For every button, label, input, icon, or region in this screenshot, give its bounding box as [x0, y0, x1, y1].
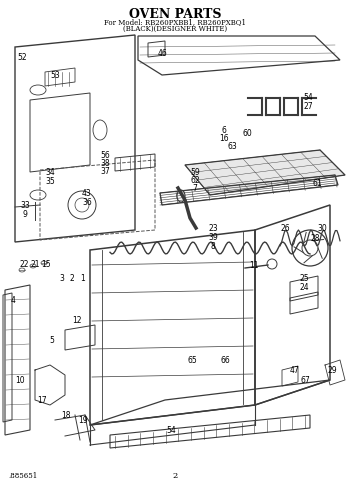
Text: 21: 21 — [30, 260, 40, 268]
Text: 28: 28 — [310, 233, 320, 243]
Text: 22: 22 — [19, 260, 29, 268]
Text: 16: 16 — [219, 134, 229, 142]
Text: 56: 56 — [100, 151, 110, 159]
Text: 25: 25 — [299, 274, 309, 282]
Text: 2: 2 — [70, 274, 74, 282]
Text: 47: 47 — [290, 365, 300, 375]
Text: 36: 36 — [82, 197, 92, 207]
Text: 23: 23 — [208, 224, 218, 232]
Text: 8: 8 — [211, 242, 215, 250]
Text: 26: 26 — [280, 224, 290, 232]
Text: 54: 54 — [166, 426, 176, 434]
Text: 12: 12 — [72, 315, 82, 325]
Text: 27: 27 — [303, 102, 313, 110]
Text: 38: 38 — [100, 158, 110, 168]
Text: .885651: .885651 — [8, 472, 37, 480]
Text: 6: 6 — [222, 125, 226, 135]
Text: 24: 24 — [299, 282, 309, 292]
Text: 30: 30 — [317, 224, 327, 232]
Text: 10: 10 — [15, 376, 25, 384]
Text: 61: 61 — [312, 178, 322, 188]
Text: 46: 46 — [157, 50, 167, 58]
Text: 34: 34 — [45, 168, 55, 176]
Text: 43: 43 — [82, 189, 92, 197]
Text: 33: 33 — [20, 201, 30, 209]
Text: For Model: RB260PXBB1, RB260PXBQ1: For Model: RB260PXBB1, RB260PXBQ1 — [104, 18, 246, 26]
Text: 18: 18 — [61, 411, 71, 419]
Text: 5: 5 — [50, 335, 55, 345]
Text: 4: 4 — [10, 295, 15, 305]
Text: 35: 35 — [45, 176, 55, 186]
Text: 67: 67 — [300, 376, 310, 384]
Text: OVEN PARTS: OVEN PARTS — [129, 8, 221, 21]
Text: 54: 54 — [303, 92, 313, 102]
Text: 62: 62 — [190, 175, 200, 185]
Text: 66: 66 — [220, 355, 230, 364]
Text: 60: 60 — [242, 128, 252, 138]
Text: 15: 15 — [41, 260, 51, 268]
Text: 29: 29 — [327, 365, 337, 375]
Polygon shape — [185, 150, 345, 195]
Text: 52: 52 — [17, 52, 27, 62]
Text: 2: 2 — [172, 472, 177, 480]
Text: 9: 9 — [22, 209, 27, 219]
Text: 11: 11 — [249, 260, 259, 270]
Text: 63: 63 — [227, 141, 237, 151]
Text: 39: 39 — [208, 232, 218, 242]
Text: 7: 7 — [193, 184, 197, 192]
Text: 1: 1 — [80, 274, 85, 282]
Text: 37: 37 — [100, 167, 110, 175]
Text: (BLACK)(DESIGNER WHITE): (BLACK)(DESIGNER WHITE) — [123, 25, 227, 33]
Text: 3: 3 — [60, 274, 64, 282]
Text: 19: 19 — [78, 416, 88, 424]
Text: 59: 59 — [190, 168, 200, 176]
Text: 17: 17 — [37, 396, 47, 404]
Text: 53: 53 — [50, 71, 60, 81]
Text: 65: 65 — [187, 355, 197, 364]
